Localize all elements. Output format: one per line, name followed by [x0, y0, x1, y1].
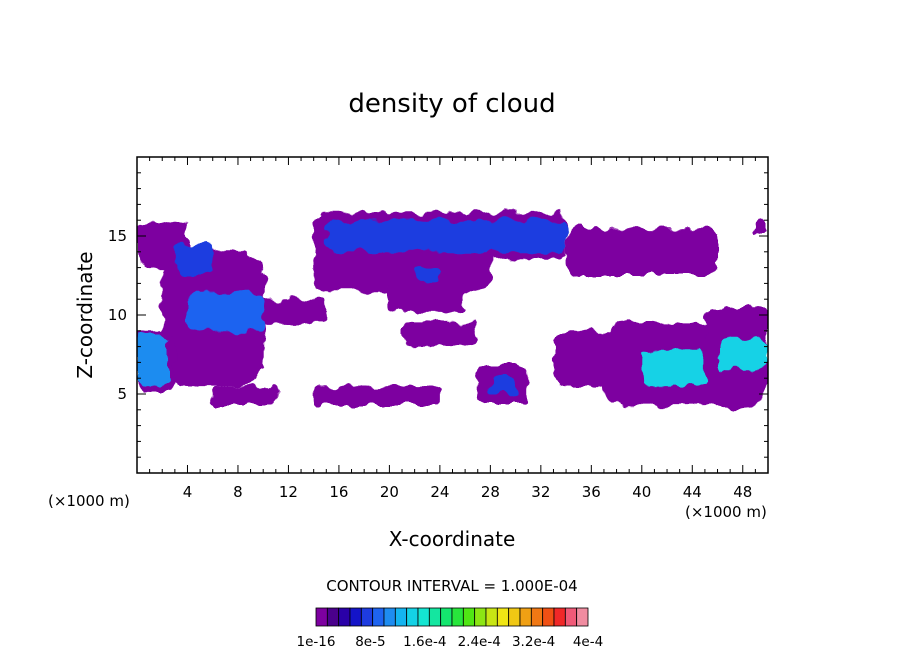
colorbar-swatch: [462, 607, 476, 627]
cloud-density-field: [137, 212, 768, 407]
colorbar-tick-label: 3.2e-4: [512, 634, 555, 650]
colorbar-swatch: [349, 607, 362, 627]
x-tick-label: 28: [481, 483, 500, 501]
x-tick-label: 32: [531, 483, 550, 501]
cloud-region-9: [402, 322, 478, 347]
cloud-region-15: [755, 220, 768, 236]
colorbar-tick-label: 4e-4: [573, 634, 603, 650]
x-tick-label: 20: [380, 483, 399, 501]
cloud-region-23: [717, 338, 768, 371]
colorbar-tick-label: 1e-16: [297, 634, 336, 650]
colorbar-swatch: [564, 607, 578, 627]
x-axis-ticks: 4 8 12 16 20 24 28 32 36 40 44 48: [149, 157, 756, 501]
colorbar-swatch: [338, 607, 351, 627]
colorbar-swatch: [417, 607, 430, 627]
colorbar-swatch: [360, 607, 374, 627]
y-tick-label: 15: [108, 227, 127, 245]
y-tick-label: 10: [108, 306, 127, 324]
x-tick-label: 40: [632, 483, 651, 501]
colorbar-swatch: [315, 607, 328, 627]
cloud-region-12: [553, 330, 617, 387]
colorbar-swatch: [553, 607, 566, 627]
cloud-region-17: [187, 291, 264, 331]
colorbar-swatch: [406, 607, 419, 627]
x-tick-label: 8: [233, 483, 243, 501]
cloud-region-20: [414, 267, 440, 284]
x-unit-right: (×1000 m): [685, 503, 767, 521]
x-tick-label: 24: [430, 483, 449, 501]
y-axis-ticks: 5 10 15: [108, 172, 768, 458]
colorbar: [315, 607, 589, 627]
cloud-region-19: [326, 220, 567, 252]
cloud-region-4: [212, 386, 276, 406]
x-tick-label: 48: [733, 483, 752, 501]
cloud-region-11: [566, 228, 718, 276]
colorbar-swatch: [530, 607, 544, 627]
cloud-region-7: [389, 283, 466, 312]
x-tick-label: 4: [183, 483, 193, 501]
colorbar-swatch: [485, 607, 498, 627]
y-axis-label: Z-coordinate: [73, 251, 97, 378]
x-unit-left: (×1000 m): [48, 492, 130, 510]
x-axis-label: X-coordinate: [389, 527, 516, 551]
cloud-region-14: [704, 307, 768, 347]
colorbar-swatch: [451, 607, 464, 627]
colorbar-labels: 1e-16 8e-5 1.6e-4 2.4e-4 3.2e-4 4e-4: [297, 634, 604, 650]
colorbar-swatch: [474, 607, 487, 627]
colorbar-swatch: [326, 607, 340, 627]
cloud-region-8: [313, 386, 440, 406]
colorbar-swatch: [372, 607, 385, 627]
x-tick-label: 12: [279, 483, 298, 501]
colorbar-swatch: [428, 607, 442, 627]
colorbar-tick-label: 2.4e-4: [458, 634, 501, 650]
colorbar-tick-label: 1.6e-4: [403, 634, 446, 650]
chart-title: density of cloud: [348, 89, 555, 119]
colorbar-swatch: [440, 607, 453, 627]
cloud-region-16: [174, 243, 213, 276]
colorbar-swatch: [394, 607, 408, 627]
colorbar-swatch: [496, 607, 510, 627]
colorbar-swatch: [508, 607, 521, 627]
x-tick-label: 16: [329, 483, 348, 501]
x-tick-label: 44: [683, 483, 702, 501]
contour-interval-label: CONTOUR INTERVAL = 1.000E-04: [326, 577, 577, 595]
cloud-region-6: [313, 251, 491, 292]
colorbar-swatch: [542, 607, 555, 627]
colorbar-swatch: [576, 607, 589, 627]
x-tick-label: 36: [582, 483, 601, 501]
cloud-region-18: [137, 333, 169, 387]
colorbar-tick-label: 8e-5: [355, 634, 385, 650]
colorbar-swatch: [383, 607, 396, 627]
y-tick-label: 5: [117, 385, 127, 403]
colorbar-swatch: [519, 607, 532, 627]
cloud-region-21: [490, 375, 516, 394]
cloud-region-22: [641, 349, 705, 387]
